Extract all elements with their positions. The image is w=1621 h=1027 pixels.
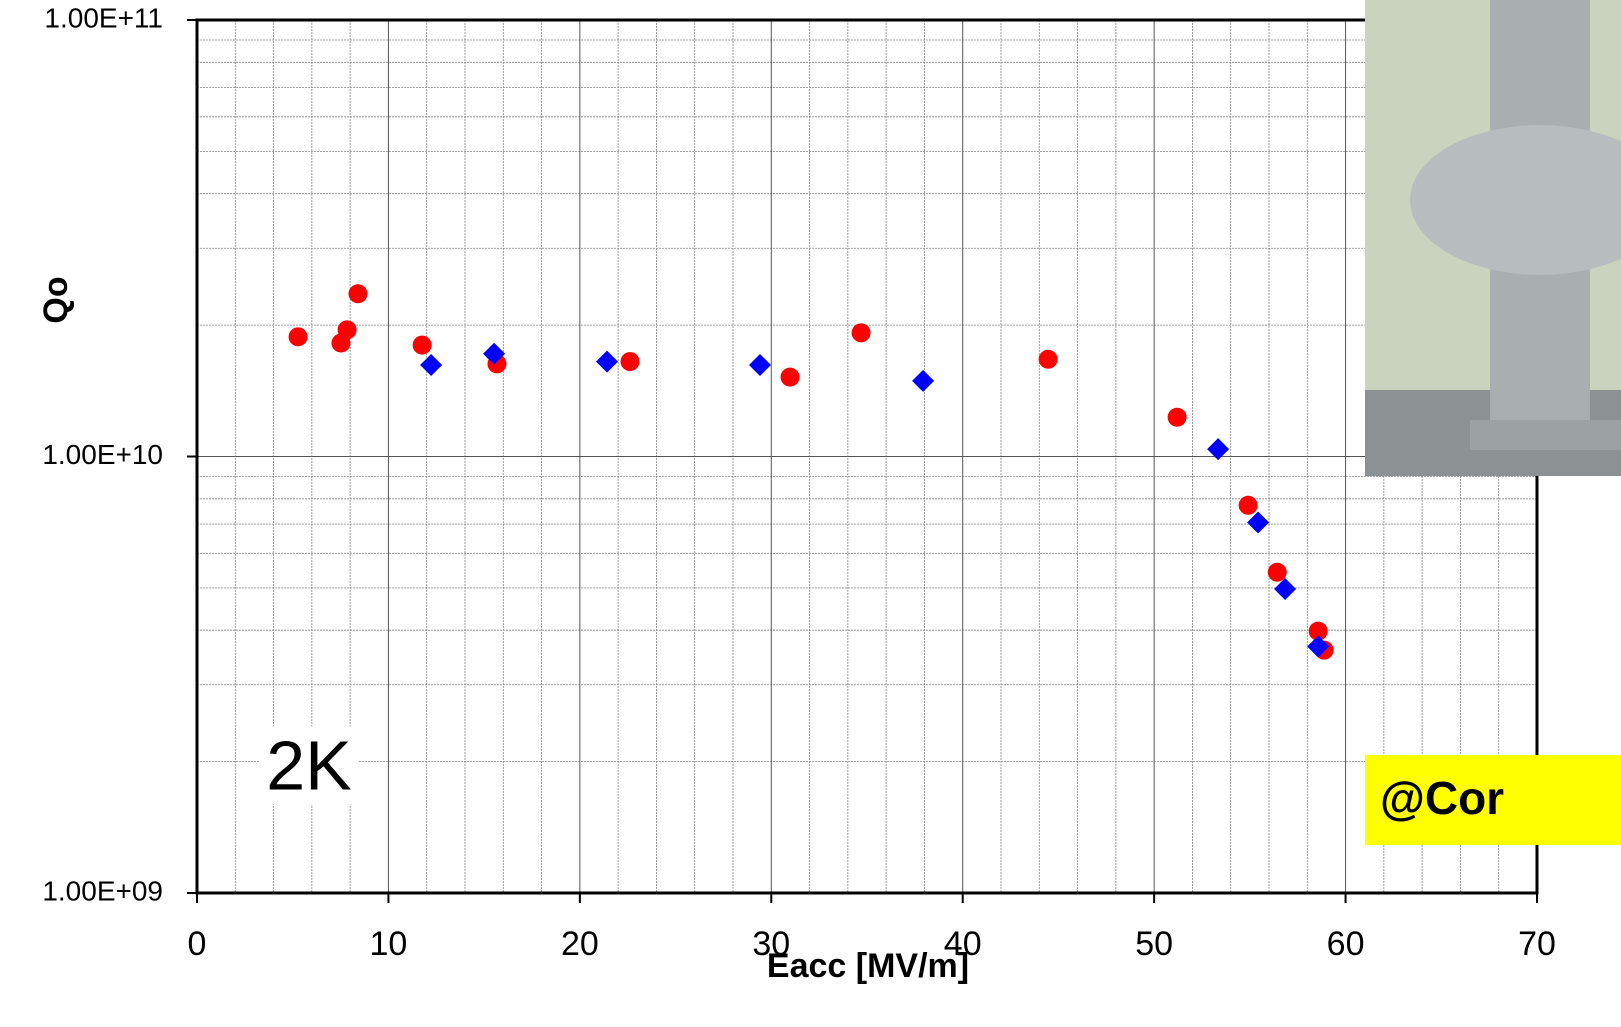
y-tick-label: 1.00E+10 [42,439,163,470]
data-point [483,342,506,365]
data-point [1167,407,1187,427]
data-point [1207,438,1230,461]
data-point [348,284,368,304]
x-tick-label: 40 [944,925,982,963]
photo [1365,0,1621,476]
y-tick-label: 1.00E+09 [42,875,163,906]
data-point [412,335,432,355]
x-tick-label: 20 [561,925,599,963]
data-point [620,352,640,372]
highlight-box [1365,755,1621,845]
data-point [912,369,935,392]
data-point [851,323,871,343]
data-point [1274,578,1297,601]
annotation-background [260,726,358,805]
x-axis-title: Eacc [MV/m] [767,947,969,985]
y-axis-title: Qo [37,276,75,323]
x-tick-label: 60 [1327,925,1365,963]
data-point [1308,621,1328,641]
annotation: @Cor [1380,772,1504,824]
data-point [596,350,619,373]
y-tick-label: 1.00E+11 [44,2,163,33]
data-point [1267,562,1287,582]
x-tick-label: 50 [1135,925,1173,963]
data-point [1247,511,1270,534]
photo-cell [1410,125,1621,275]
x-tick-label: 10 [370,925,408,963]
data-point [288,327,308,347]
data-point [1038,349,1058,369]
data-point [1307,635,1330,658]
data-point [1238,495,1258,515]
data-point [748,354,771,377]
data-point [780,367,800,387]
data-point [420,354,443,377]
x-tick-label: 30 [752,925,790,963]
annotation: 2K [266,726,352,804]
x-tick-label: 70 [1518,925,1556,963]
photo-flange [1470,420,1621,450]
x-tick-label: 0 [188,925,207,963]
data-point [337,320,357,340]
